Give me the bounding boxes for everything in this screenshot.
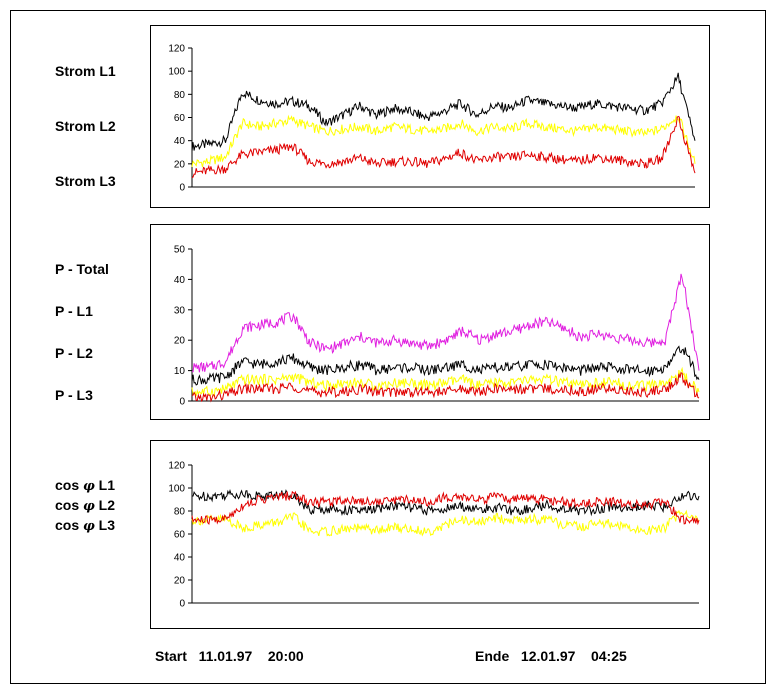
series-line-2 [191,490,700,526]
chart-cosphi-panel: 0 20 40 60 80 100 120 [150,440,710,629]
start-time: 20:00 [267,648,304,664]
legend-cos-l2: cos φ L2 [55,497,116,514]
series-line-0 [191,489,700,517]
legend-strom-l1: Strom L1 [55,63,116,79]
legend-p-total: P - Total [55,261,109,277]
y-tick-label: 120 [168,44,185,55]
series-line-1 [191,345,700,386]
legend-p-l2: P - L2 [55,345,93,361]
y-tick-label: 30 [174,305,186,316]
legend-cos-l3: cos φ L3 [55,517,116,534]
y-tick-label: 20 [174,336,186,347]
series-line-2 [191,366,700,398]
y-tick-label: 0 [179,183,185,194]
y-tick-label: 0 [179,397,185,408]
y-tick-label: 0 [179,599,185,610]
y-tick-label: 100 [168,67,185,78]
y-tick-label: 20 [174,159,186,170]
series-line-0 [191,273,700,373]
chart-current: 0 20 40 60 80 100 120 [168,44,696,194]
start-label: Start [155,648,187,664]
chart-cosphi: 0 20 40 60 80 100 120 [168,461,700,610]
legend-cos-l1: cos φ L1 [55,477,116,494]
series-line-1 [191,114,696,168]
end-date: 12.01.97 [520,648,576,664]
y-tick-label: 40 [174,136,186,147]
chart-power-panel: 0 10 20 30 40 50 [150,224,710,420]
y-tick-label: 50 [174,245,186,256]
end-info: Ende 12.01.97 04:25 [475,648,627,664]
y-tick-label: 80 [174,90,186,101]
y-tick-label: 80 [174,507,186,518]
series-line-0 [191,72,696,152]
start-info: Start 11.01.97 20:00 [155,648,304,664]
y-tick-label: 20 [174,576,186,587]
series-line-3 [191,372,700,403]
legend-p-l1: P - L1 [55,303,93,319]
series-line-2 [191,115,696,179]
y-tick-label: 100 [168,484,185,495]
y-tick-label: 40 [174,553,186,564]
outer-frame [10,10,766,684]
legend-strom-l2: Strom L2 [55,118,116,134]
start-date: 11.01.97 [198,648,253,664]
chart-current-panel: 0 20 40 60 80 100 120 [150,25,710,208]
end-label: Ende [475,648,510,664]
legend-p-l3: P - L3 [55,387,93,403]
end-time: 04:25 [590,648,627,664]
series-line-1 [191,509,699,537]
chart-power: 0 10 20 30 40 50 [174,245,700,408]
y-tick-label: 60 [174,530,186,541]
y-tick-label: 10 [174,366,186,377]
y-tick-label: 120 [168,461,185,472]
legend-strom-l3: Strom L3 [55,173,116,189]
y-tick-label: 60 [174,113,186,124]
y-tick-label: 40 [174,275,186,286]
